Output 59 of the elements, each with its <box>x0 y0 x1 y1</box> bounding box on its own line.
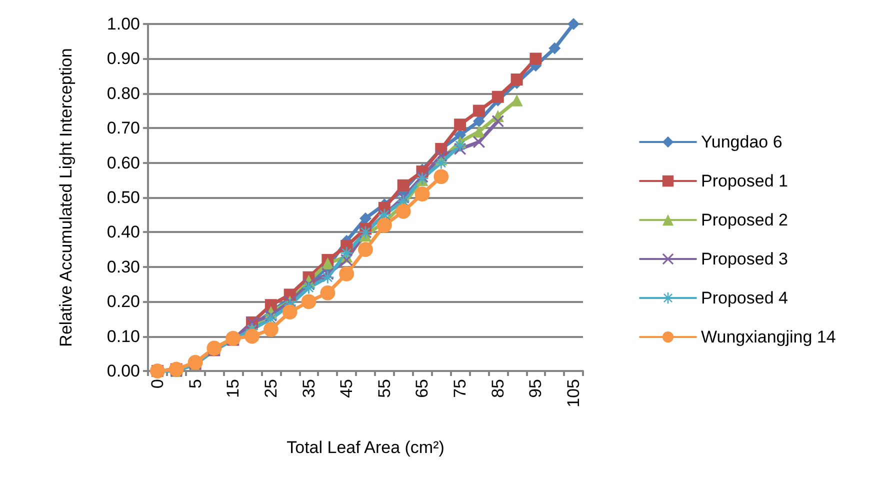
point <box>492 115 504 128</box>
x-tick-label: 15 <box>224 379 243 398</box>
x-tick-label: 45 <box>337 379 356 398</box>
x-tick-label: 105 <box>564 379 584 408</box>
point <box>360 212 372 224</box>
y-tick-label: 0.90 <box>106 49 140 68</box>
point <box>454 118 466 131</box>
y-tick-label: 0.60 <box>106 153 140 172</box>
y-tick-label: 0.80 <box>106 84 140 103</box>
legend-label: Yungdao 6 <box>701 132 782 152</box>
legend-label: Proposed 4 <box>701 288 788 308</box>
legend-label: Proposed 1 <box>701 172 788 190</box>
point <box>530 52 542 65</box>
point <box>263 322 278 337</box>
point <box>434 169 449 184</box>
y-tick-label: 0.40 <box>106 222 140 242</box>
point <box>322 257 334 270</box>
legend-label: Proposed 3 <box>701 250 788 268</box>
x-tick-label: 95 <box>526 379 546 398</box>
y-tick-label: 0.70 <box>106 118 140 138</box>
x-tick-label: 75 <box>450 379 470 398</box>
point <box>188 354 203 370</box>
point <box>510 74 523 86</box>
point <box>397 179 410 192</box>
point <box>472 115 485 128</box>
y-tick-label: 0.10 <box>106 326 140 346</box>
point <box>472 104 485 117</box>
point <box>244 328 260 344</box>
x-tick-label: 35 <box>299 379 318 398</box>
point <box>339 266 354 282</box>
point <box>376 218 392 233</box>
y-tick-label: 0.30 <box>106 257 140 276</box>
x-tick-label: 5 <box>186 379 205 388</box>
y-tick-label: 1.00 <box>106 14 140 34</box>
x-tick-label: 25 <box>261 379 280 398</box>
point <box>435 156 448 169</box>
point <box>548 42 561 54</box>
legend-label: Wungxiangjing 14 <box>701 328 836 346</box>
point <box>320 285 336 300</box>
y-tick-label: 0.20 <box>106 292 140 312</box>
x-tick-label: 0 <box>148 379 167 388</box>
legend-label: Proposed 2 <box>701 210 788 230</box>
point <box>358 242 373 258</box>
point <box>492 90 504 103</box>
x-axis-title: Total Leaf Area (cm²) <box>286 438 444 457</box>
point <box>282 304 298 320</box>
point <box>568 18 580 30</box>
y-tick-label: 0.50 <box>106 188 140 207</box>
point <box>472 136 485 148</box>
y-tick-label: 0.00 <box>106 362 140 380</box>
point <box>414 186 430 202</box>
x-tick-label: 65 <box>412 379 432 398</box>
x-tick-label: 55 <box>374 379 394 398</box>
y-axis-title: Relative Accumulated Light Interception <box>56 48 76 347</box>
point <box>510 94 523 106</box>
point <box>396 204 411 219</box>
point <box>301 294 316 310</box>
x-tick-label: 85 <box>488 379 508 398</box>
point <box>472 126 485 138</box>
